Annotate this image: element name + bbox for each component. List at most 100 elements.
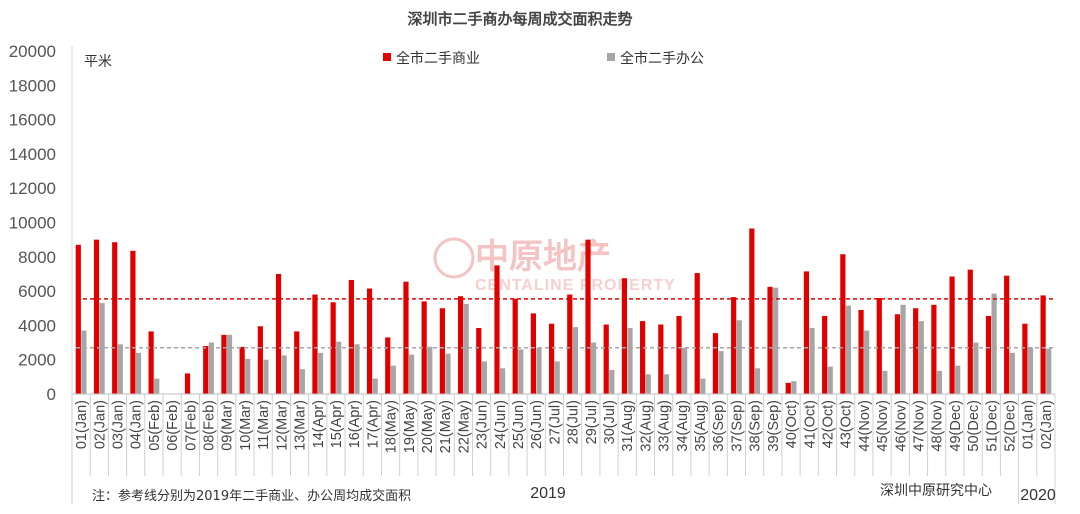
bar-commercial-26 bbox=[530, 313, 536, 394]
x-tick-label: 11(Mar) bbox=[256, 400, 272, 450]
y-tick-label: 6000 bbox=[18, 282, 56, 301]
bar-office-47 bbox=[918, 321, 924, 394]
x-tick-label: 06(Feb) bbox=[165, 400, 181, 451]
bar-office-5 bbox=[154, 378, 160, 394]
bar-commercial-46 bbox=[894, 314, 901, 394]
bar-office-10 bbox=[245, 358, 251, 394]
bar-office-23 bbox=[481, 361, 487, 394]
bar-office-19 bbox=[408, 354, 415, 394]
x-tick-label: 14(Apr) bbox=[311, 400, 327, 448]
y-tick-label: 16000 bbox=[9, 111, 56, 130]
bar-office-16 bbox=[354, 344, 360, 394]
bar-office-33 bbox=[663, 374, 670, 394]
x-tick-label: 07(Feb) bbox=[183, 400, 199, 451]
x-tick-label: 01(Jan) bbox=[1021, 400, 1037, 449]
bar-commercial-52 bbox=[1004, 275, 1010, 394]
x-tick-label: 50(Dec) bbox=[966, 400, 982, 452]
year-label-2019: 2019 bbox=[530, 485, 566, 502]
y-tick-label: 10000 bbox=[9, 214, 56, 233]
bar-office-48 bbox=[936, 370, 943, 394]
bar-office-54 bbox=[1046, 348, 1052, 394]
legend: 全市二手商业 全市二手办公 bbox=[383, 50, 704, 67]
x-tick-label: 02(Jan) bbox=[92, 400, 108, 449]
x-tick-label: 10(Mar) bbox=[238, 400, 254, 451]
bar-office-53 bbox=[1027, 347, 1034, 394]
x-tick-label: 17(Apr) bbox=[365, 400, 381, 448]
x-tick-label: 49(Dec) bbox=[948, 400, 964, 452]
x-tick-label: 51(Dec) bbox=[984, 400, 1000, 452]
bar-office-49 bbox=[955, 365, 961, 394]
bar-commercial-31 bbox=[621, 278, 628, 394]
bar-commercial-11 bbox=[257, 326, 263, 394]
bar-commercial-40 bbox=[785, 382, 791, 394]
x-tick-label: 30(Jul) bbox=[602, 400, 618, 444]
bar-commercial-45 bbox=[876, 297, 882, 394]
bar-commercial-18 bbox=[385, 337, 391, 394]
bar-commercial-27 bbox=[549, 323, 555, 394]
bar-office-17 bbox=[372, 378, 378, 394]
bar-commercial-15 bbox=[330, 302, 336, 394]
bar-office-46 bbox=[900, 304, 906, 394]
bar-commercial-50 bbox=[967, 269, 973, 394]
x-tick-label: 24(Jun) bbox=[493, 400, 509, 449]
bar-office-43 bbox=[845, 305, 852, 394]
bar-office-12 bbox=[281, 355, 287, 394]
x-tick-label: 23(Jun) bbox=[475, 400, 491, 449]
bar-office-14 bbox=[317, 352, 324, 394]
x-tick-label: 15(Apr) bbox=[329, 400, 345, 448]
bar-commercial-48 bbox=[931, 304, 937, 394]
y-tick-label: 0 bbox=[47, 385, 56, 404]
bar-commercial-17 bbox=[366, 288, 373, 394]
bar-commercial-12 bbox=[275, 273, 282, 394]
x-tick-label: 28(Jul) bbox=[566, 400, 582, 444]
bar-office-27 bbox=[554, 361, 560, 394]
bar-office-44 bbox=[864, 330, 870, 394]
bar-office-34 bbox=[682, 347, 688, 394]
y-tick-label: 4000 bbox=[18, 316, 56, 335]
x-tick-label: 13(Mar) bbox=[293, 400, 309, 451]
bar-commercial-8 bbox=[203, 345, 209, 394]
bar-commercial-41 bbox=[803, 271, 810, 394]
bar-office-52 bbox=[1009, 352, 1015, 394]
x-tick-label: 38(Sep) bbox=[748, 400, 764, 452]
bar-commercial-1 bbox=[75, 244, 81, 394]
x-tick-label: 29(Jul) bbox=[584, 400, 600, 444]
y-tick-label: 14000 bbox=[9, 145, 56, 164]
watermark-logo-icon bbox=[433, 237, 475, 279]
x-tick-label: 52(Dec) bbox=[1002, 400, 1018, 452]
bar-office-42 bbox=[827, 366, 833, 394]
bar-office-28 bbox=[572, 327, 578, 394]
legend-swatch-office bbox=[607, 53, 615, 61]
x-tick-label: 12(Mar) bbox=[274, 400, 290, 451]
x-tick-label: 02(Jan) bbox=[1039, 400, 1055, 449]
bar-commercial-23 bbox=[476, 327, 482, 394]
bar-office-41 bbox=[809, 327, 815, 394]
x-tick-label: 40(Oct) bbox=[784, 400, 800, 448]
bar-office-1 bbox=[81, 330, 87, 394]
bar-commercial-4 bbox=[130, 250, 136, 394]
bar-commercial-16 bbox=[348, 279, 354, 394]
bar-commercial-38 bbox=[749, 228, 755, 394]
x-tick-label: 01(Jan) bbox=[74, 400, 90, 449]
x-tick-label: 46(Nov) bbox=[893, 400, 909, 452]
bar-commercial-42 bbox=[822, 315, 828, 394]
bar-office-18 bbox=[390, 365, 396, 394]
bar-commercial-49 bbox=[949, 276, 955, 394]
bar-commercial-43 bbox=[840, 254, 846, 394]
x-tick-label: 32(Aug) bbox=[638, 400, 654, 452]
legend-swatch-commercial bbox=[383, 53, 391, 61]
bar-office-36 bbox=[718, 351, 724, 395]
x-tick-label: 42(Oct) bbox=[820, 400, 836, 448]
bar-office-35 bbox=[700, 378, 706, 394]
bar-commercial-21 bbox=[439, 308, 445, 394]
bar-commercial-29 bbox=[585, 239, 591, 394]
bar-office-37 bbox=[736, 320, 742, 394]
bar-office-45 bbox=[882, 370, 888, 394]
bar-commercial-3 bbox=[112, 242, 118, 394]
y-tick-label: 8000 bbox=[18, 248, 56, 267]
bar-office-32 bbox=[645, 374, 651, 394]
x-tick-label: 43(Oct) bbox=[839, 400, 855, 448]
x-tick-label: 03(Jan) bbox=[111, 400, 127, 449]
bar-commercial-13 bbox=[294, 331, 300, 394]
bar-commercial-51 bbox=[985, 315, 992, 394]
